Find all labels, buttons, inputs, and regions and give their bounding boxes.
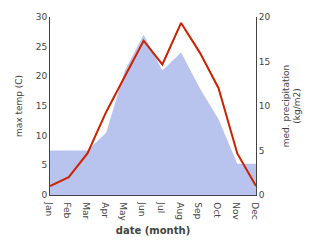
svg-text:Oct: Oct [212,202,222,218]
svg-text:25: 25 [36,42,47,52]
svg-text:20: 20 [36,71,48,81]
svg-text:Dec: Dec [250,202,260,219]
svg-text:Aug: Aug [175,202,185,220]
svg-text:Apr: Apr [100,202,110,218]
svg-text:0: 0 [259,190,265,200]
svg-text:10: 10 [36,131,48,141]
svg-text:0: 0 [41,190,47,200]
svg-text:Feb: Feb [62,202,72,218]
svg-text:date (month): date (month) [116,225,190,236]
svg-text:Sep: Sep [193,202,203,219]
svg-text:med. precipitation(kg/m2): med. precipitation(kg/m2) [281,65,303,147]
svg-text:Jul: Jul [156,201,166,213]
svg-text:10: 10 [259,101,271,111]
svg-text:Mar: Mar [81,202,91,219]
svg-text:Jun: Jun [137,201,147,216]
svg-text:30: 30 [36,12,48,22]
svg-text:15: 15 [36,101,47,111]
svg-text:15: 15 [259,57,270,67]
svg-text:May: May [118,202,128,221]
svg-text:Jan: Jan [44,201,54,216]
svg-text:max temp (C): max temp (C) [14,75,24,137]
svg-text:Nov: Nov [231,202,241,220]
svg-text:5: 5 [259,146,265,156]
svg-text:5: 5 [41,160,47,170]
svg-text:20: 20 [259,12,271,22]
